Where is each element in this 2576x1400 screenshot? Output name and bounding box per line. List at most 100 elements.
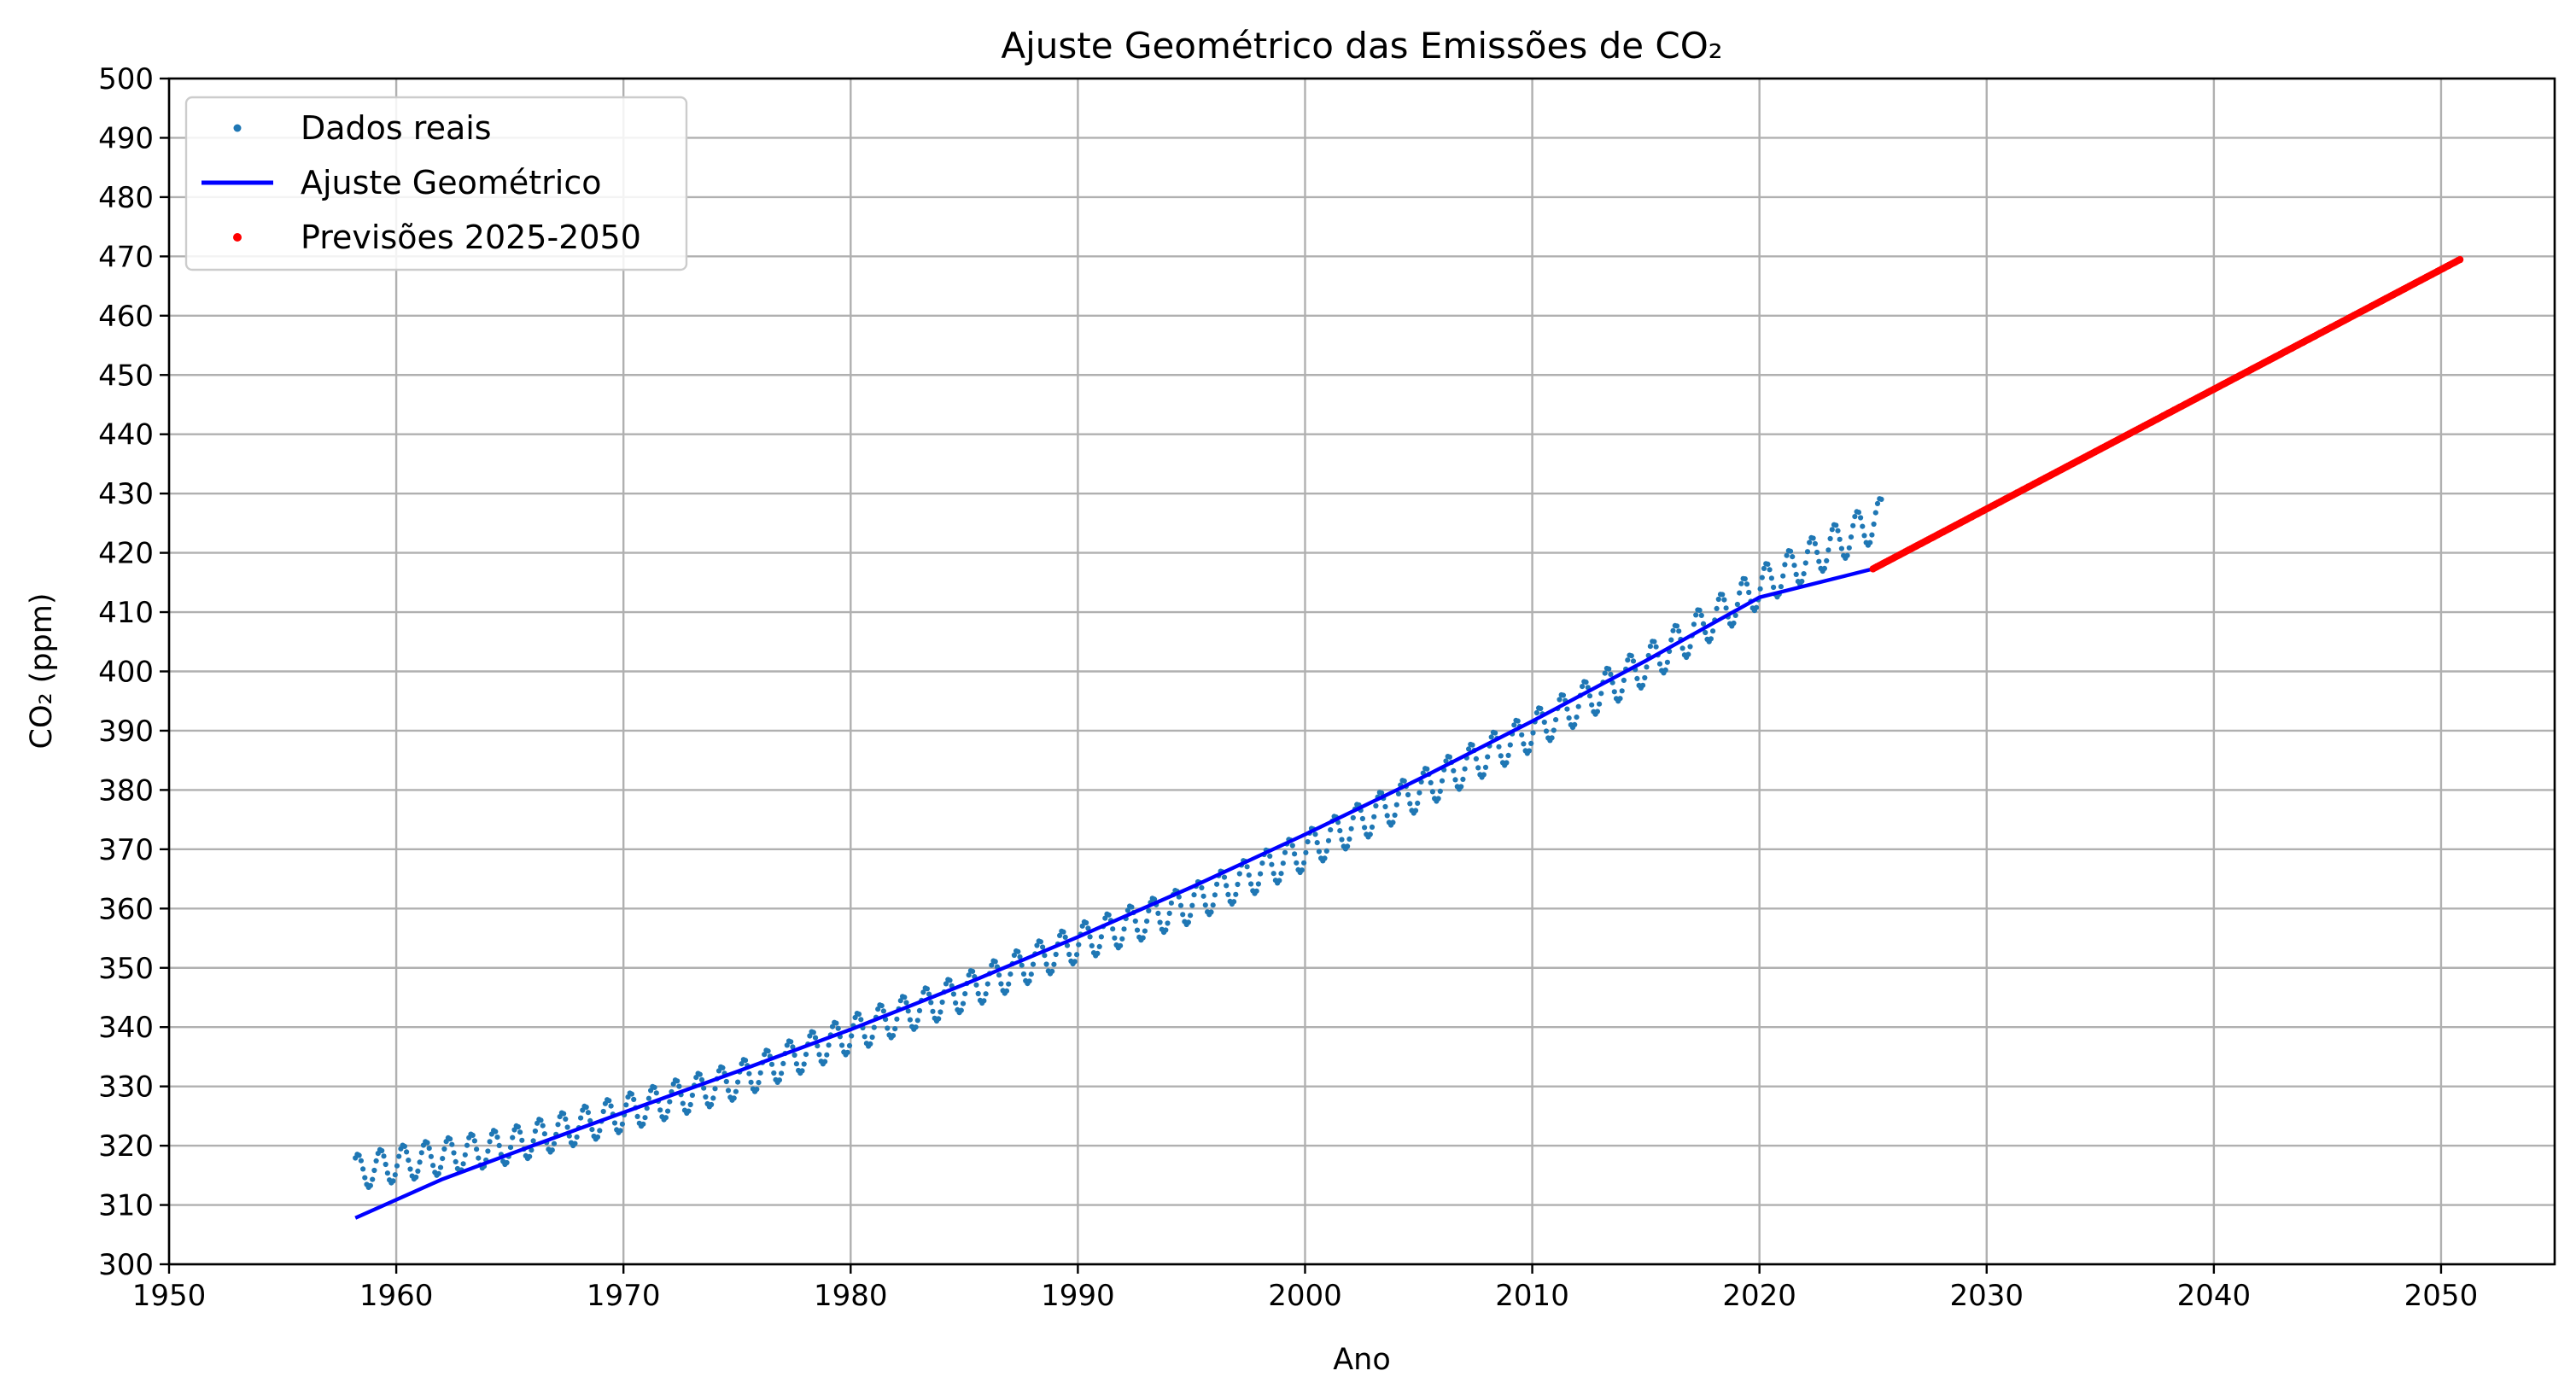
data-point-dados-reais: [1379, 790, 1385, 796]
data-point-dados-reais: [1867, 540, 1873, 545]
data-point-dados-reais: [720, 1065, 726, 1070]
data-point-dados-reais: [1541, 719, 1547, 726]
data-point-dados-reais: [1248, 881, 1254, 887]
data-point-dados-reais: [996, 972, 1002, 978]
data-point-dados-reais: [360, 1166, 366, 1172]
data-point-dados-reais: [1367, 831, 1373, 837]
data-point-dados-reais: [1572, 721, 1578, 728]
data-point-dados-reais: [435, 1170, 441, 1176]
data-point-dados-reais: [404, 1149, 410, 1155]
data-point-dados-reais: [371, 1167, 377, 1174]
data-point-dados-reais: [989, 962, 995, 968]
data-point-dados-reais: [1030, 961, 1037, 967]
y-tick-label: 310: [98, 1189, 154, 1223]
data-point-dados-reais: [962, 991, 968, 997]
data-point-dados-reais: [914, 1018, 920, 1024]
data-point-dados-reais: [1390, 820, 1396, 825]
data-point-dados-reais: [517, 1129, 523, 1135]
data-point-dados-reais: [587, 1117, 593, 1123]
data-point-dados-reais: [580, 1107, 586, 1113]
data-point-dados-reais: [1362, 825, 1368, 831]
data-point-dados-reais: [384, 1170, 390, 1176]
data-point-dados-reais: [534, 1120, 540, 1126]
data-point-dados-reais: [642, 1115, 648, 1121]
data-point-dados-reais: [897, 998, 903, 1004]
data-point-dados-reais: [754, 1086, 760, 1093]
data-point-dados-reais: [1225, 891, 1231, 897]
data-point-dados-reais: [496, 1142, 502, 1148]
data-point-dados-reais: [645, 1095, 652, 1101]
x-tick-label: 2030: [1949, 1279, 2024, 1313]
data-point-dados-reais: [1267, 853, 1273, 860]
data-point-dados-reais: [871, 1024, 877, 1030]
data-point-dados-reais: [1189, 902, 1195, 908]
data-point-dados-reais: [1405, 791, 1411, 798]
data-point-dados-reais: [1142, 928, 1148, 934]
data-point-dados-reais: [396, 1153, 402, 1159]
chart-title: Ajuste Geométrico das Emissões de CO₂: [1001, 25, 1722, 67]
data-point-dados-reais: [1560, 692, 1566, 698]
data-point-dados-reais: [1734, 601, 1740, 608]
data-point-dados-reais: [597, 1128, 603, 1134]
data-point-dados-reais: [1253, 888, 1259, 894]
data-point-dados-reais: [1511, 722, 1517, 728]
y-tick-label: 420: [98, 537, 154, 571]
data-point-dados-reais: [1778, 584, 1784, 590]
data-point-dados-reais: [1053, 951, 1059, 958]
data-point-dados-reais: [1392, 812, 1398, 819]
data-point-dados-reais: [875, 1006, 881, 1012]
data-point-dados-reais: [1087, 934, 1093, 940]
data-point-dados-reais: [1869, 532, 1875, 538]
data-point-dados-reais: [788, 1039, 794, 1045]
data-point-dados-reais: [663, 1115, 669, 1121]
data-point-dados-reais: [449, 1141, 455, 1147]
data-point-dados-reais: [1575, 703, 1581, 709]
data-point-dados-reais: [1401, 778, 1407, 785]
data-point-dados-reais: [862, 1034, 867, 1040]
data-point-dados-reais: [670, 1081, 676, 1087]
data-point-dados-reais: [418, 1150, 424, 1156]
data-point-dados-reais: [1294, 860, 1300, 866]
data-point-dados-reais: [407, 1166, 413, 1172]
data-point-dados-reais: [1759, 575, 1765, 580]
data-point-dados-reais: [1144, 919, 1150, 925]
data-point-dados-reais: [902, 995, 908, 1000]
data-point-dados-reais: [709, 1101, 715, 1108]
data-point-dados-reais: [1119, 936, 1125, 942]
data-point-dados-reais: [947, 977, 953, 983]
data-point-dados-reais: [1076, 942, 1082, 948]
data-point-dados-reais: [390, 1178, 396, 1184]
data-point-dados-reais: [1574, 715, 1580, 720]
data-point-dados-reais: [462, 1152, 468, 1158]
data-point-dados-reais: [640, 1121, 646, 1127]
data-point-dados-reais: [1458, 784, 1464, 790]
data-point-dados-reais: [697, 1071, 703, 1077]
y-tick-label: 450: [98, 359, 154, 393]
y-tick-label: 460: [98, 300, 154, 334]
x-axis-label: Ano: [1333, 1343, 1391, 1377]
data-point-dados-reais: [424, 1140, 430, 1146]
data-point-dados-reais: [1656, 661, 1663, 667]
data-point-dados-reais: [1118, 942, 1124, 948]
data-point-dados-reais: [383, 1161, 388, 1168]
x-tick-label: 1960: [359, 1279, 434, 1313]
data-point-dados-reais: [1270, 871, 1276, 877]
data-point-dados-reais: [924, 986, 930, 992]
data-point-dados-reais: [1255, 881, 1261, 887]
y-tick-label: 480: [98, 181, 154, 215]
data-point-dados-reais: [476, 1155, 482, 1161]
data-point-dados-reais: [510, 1135, 516, 1140]
data-point-dados-reais: [485, 1148, 491, 1154]
data-point-dados-reais: [926, 991, 932, 997]
data-point-dados-reais: [812, 1035, 819, 1041]
data-point-dados-reais: [849, 1033, 855, 1039]
data-point-dados-reais: [1754, 604, 1760, 610]
data-point-dados-reais: [507, 1145, 514, 1151]
data-point-dados-reais: [1872, 510, 1878, 516]
data-point-dados-reais: [1258, 871, 1264, 877]
data-point-dados-reais: [1519, 732, 1525, 738]
y-tick-label: 400: [98, 656, 154, 690]
data-point-dados-reais: [676, 1083, 682, 1089]
data-point-dados-reais: [1827, 535, 1833, 542]
data-point-dados-reais: [519, 1137, 525, 1143]
